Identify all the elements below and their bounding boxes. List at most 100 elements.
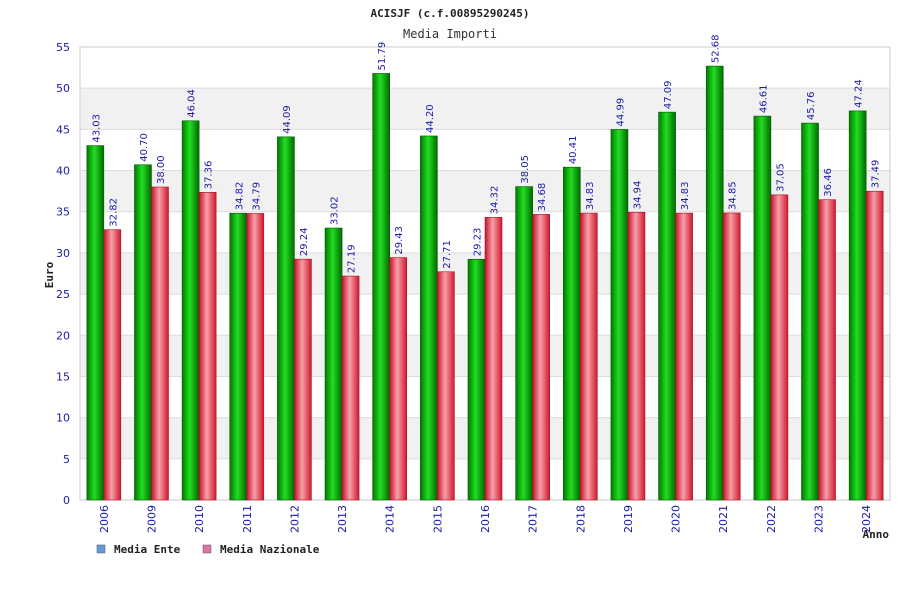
chart-title: ACISJF (c.f.00895290245)	[371, 7, 530, 20]
x-tick-label: 2018	[574, 505, 587, 533]
y-tick-label: 10	[56, 412, 70, 425]
y-tick-label: 30	[56, 247, 70, 260]
x-tick-label: 2012	[288, 505, 301, 533]
data-label: 44.09	[282, 105, 293, 134]
bar-media-ente-2009	[134, 164, 152, 501]
legend-label-media-ente: Media Ente	[114, 543, 181, 556]
bar-media-nazionale-2019	[627, 211, 646, 501]
y-tick-label: 35	[56, 206, 70, 219]
legend-label-media-nazionale: Media Nazionale	[220, 543, 320, 556]
x-tick-label: 2020	[670, 505, 683, 533]
bar-media-ente-2024	[848, 110, 867, 501]
data-label: 45.76	[806, 91, 817, 120]
bar-media-ente-2017	[515, 186, 533, 501]
x-tick-label: 2009	[145, 505, 158, 533]
data-label: 40.70	[139, 133, 150, 162]
x-tick-label: 2024	[860, 505, 873, 533]
bar-media-ente-2019	[610, 129, 629, 501]
bar-media-ente-2021	[705, 65, 724, 501]
bar-media-nazionale-2012	[294, 258, 312, 501]
data-label: 46.61	[758, 84, 769, 113]
bar-media-nazionale-2022	[770, 194, 789, 501]
legend: Media Ente Media Nazionale	[96, 543, 320, 556]
bar-media-ente-2018	[562, 166, 581, 501]
data-label: 33.02	[330, 196, 341, 225]
data-label: 47.24	[854, 79, 865, 108]
data-label: 47.09	[663, 81, 674, 110]
data-label: 37.05	[775, 163, 786, 192]
y-tick-label: 45	[56, 123, 70, 136]
x-tick-label: 2006	[98, 505, 111, 533]
data-label: 44.99	[615, 98, 626, 127]
bar-media-nazionale-2016	[484, 217, 503, 501]
data-label: 51.79	[377, 42, 388, 71]
bar-media-nazionale-2013	[341, 275, 360, 501]
y-tick-label: 50	[56, 82, 70, 95]
data-label: 34.83	[585, 181, 596, 210]
bar-media-ente-2013	[324, 227, 343, 501]
bar-media-nazionale-2018	[579, 212, 598, 501]
bar-media-nazionale-2020	[675, 212, 693, 501]
y-tick-label: 55	[56, 41, 70, 54]
data-label: 44.20	[425, 104, 436, 133]
data-label: 38.00	[156, 155, 167, 184]
data-label: 32.82	[108, 198, 119, 227]
data-label: 34.85	[728, 181, 739, 210]
data-label: 52.68	[711, 34, 722, 63]
y-tick-label: 40	[56, 165, 70, 178]
y-tick-label: 20	[56, 329, 70, 342]
y-tick-label: 15	[56, 370, 70, 383]
y-tick-label: 5	[63, 453, 70, 466]
bar-media-nazionale-2006	[103, 229, 122, 501]
legend-swatch-media-nazionale	[202, 544, 212, 554]
bar-media-ente-2016	[467, 258, 486, 501]
bar-media-nazionale-2024	[865, 190, 884, 501]
x-tick-label: 2017	[527, 505, 540, 533]
data-label: 29.23	[473, 228, 484, 257]
legend-swatch-media-ente	[96, 544, 106, 554]
data-label: 29.24	[299, 228, 310, 257]
data-label: 29.43	[394, 226, 405, 255]
data-label: 36.46	[823, 168, 834, 197]
x-tick-label: 2014	[384, 505, 397, 533]
chart-subtitle: Media Importi	[403, 27, 497, 41]
x-tick-label: 2021	[717, 505, 730, 533]
x-tick-label: 2022	[765, 505, 778, 533]
x-axis-label: Anno	[863, 528, 890, 541]
bar-media-ente-2011	[229, 212, 248, 501]
data-label: 37.49	[871, 160, 882, 189]
x-tick-label: 2015	[431, 505, 444, 533]
bar-media-nazionale-2014	[389, 257, 408, 501]
y-tick-label: 0	[63, 494, 70, 507]
data-label: 34.83	[680, 181, 691, 210]
bar-media-nazionale-2011	[246, 213, 265, 501]
bar-media-nazionale-2009	[151, 186, 169, 501]
bar-media-ente-2015	[420, 135, 438, 501]
data-label: 38.05	[520, 155, 531, 184]
data-label: 37.36	[204, 161, 215, 190]
bar-media-ente-2012	[277, 136, 295, 501]
x-tick-label: 2010	[193, 505, 206, 533]
bar-media-nazionale-2010	[198, 191, 217, 501]
y-axis-label: Euro	[43, 261, 56, 288]
bar-media-nazionale-2015	[437, 271, 455, 501]
x-tick-label: 2013	[336, 505, 349, 533]
bar-media-nazionale-2017	[532, 214, 550, 501]
bar-media-ente-2022	[753, 115, 772, 501]
x-tick-label: 2023	[813, 505, 826, 533]
data-label: 43.03	[91, 114, 102, 143]
y-tick-label: 25	[56, 288, 70, 301]
bar-media-ente-2010	[181, 120, 200, 501]
data-label: 46.04	[187, 89, 198, 118]
data-label: 27.71	[442, 240, 453, 269]
data-label: 34.32	[490, 186, 501, 215]
bar-media-ente-2020	[658, 111, 676, 501]
data-label: 27.19	[347, 244, 358, 273]
bar-media-ente-2014	[372, 73, 391, 501]
data-label: 34.94	[632, 181, 643, 210]
data-label: 34.79	[251, 182, 262, 211]
bar-media-nazionale-2021	[722, 212, 741, 501]
bar-media-nazionale-2023	[818, 199, 836, 501]
data-label: 40.41	[568, 136, 579, 165]
x-tick-label: 2016	[479, 505, 492, 533]
